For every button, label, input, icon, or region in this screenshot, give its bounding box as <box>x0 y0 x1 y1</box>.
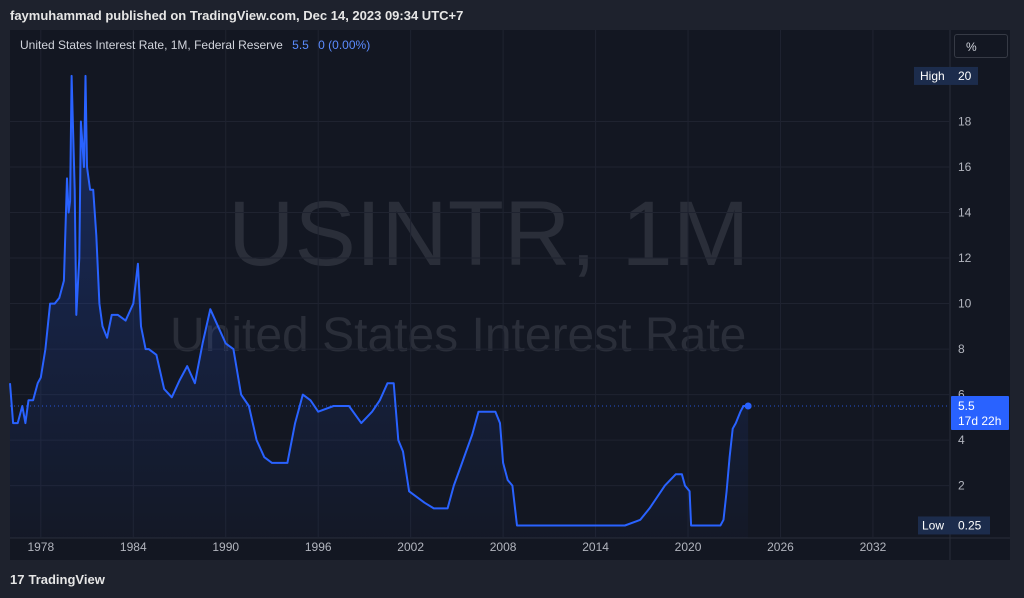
y-tick-label: 12 <box>958 251 972 265</box>
tradingview-logo-icon: 17 <box>10 572 25 587</box>
high-value-bg <box>954 66 978 85</box>
last-value-label: 5.5 <box>958 399 975 413</box>
low-tag-bg <box>918 516 954 535</box>
series-area <box>10 75 749 539</box>
watermark-symbol: USINTR, 1M <box>228 183 750 285</box>
y-tick-label: 2 <box>958 479 965 493</box>
y-tick-label: 16 <box>958 160 972 174</box>
x-tick-label: 1984 <box>120 540 147 554</box>
x-tick-label: 2002 <box>397 540 424 554</box>
high-value-label: 20 <box>958 69 972 83</box>
x-tick-label: 2014 <box>582 540 609 554</box>
x-tick-label: 1996 <box>305 540 332 554</box>
low-value-label: 0.25 <box>958 518 982 532</box>
series-line <box>9 74 749 527</box>
low-tag: Low <box>922 518 944 532</box>
x-tick-label: 2026 <box>767 540 794 554</box>
x-tick-label: 2008 <box>490 540 517 554</box>
y-tick-label: 10 <box>958 297 972 311</box>
last-value-bg <box>951 395 1009 430</box>
x-tick-label: 2020 <box>675 540 702 554</box>
x-tick-label: 1978 <box>27 540 54 554</box>
x-tick-label: 1990 <box>212 540 239 554</box>
y-tick-label: 6 <box>958 388 965 402</box>
y-tick-label: 18 <box>958 114 972 128</box>
percent-scale-button[interactable]: % <box>954 34 1008 58</box>
legend-change: 0 (0.00%) <box>318 38 371 52</box>
x-tick-label: 2032 <box>860 540 887 554</box>
publisher-line: faymuhammad published on TradingView.com… <box>10 8 464 23</box>
watermark-name: United States Interest Rate <box>170 309 747 362</box>
chart-legend: United States Interest Rate, 1M, Federal… <box>20 38 370 52</box>
legend-value: 5.5 <box>292 38 309 52</box>
legend-title: United States Interest Rate, 1M, Federal… <box>20 38 283 52</box>
countdown-label: 17d 22h <box>958 414 1001 428</box>
y-tick-label: 8 <box>958 342 965 356</box>
last-point-dot <box>744 402 752 410</box>
low-value-bg <box>954 516 990 535</box>
tradingview-logo[interactable]: 17 TradingView <box>10 572 105 587</box>
high-tag-bg <box>914 66 954 85</box>
y-tick-label: 14 <box>958 206 972 220</box>
tradingview-brand: TradingView <box>28 572 105 587</box>
y-tick-label: 4 <box>958 433 965 447</box>
top-header <box>0 0 1024 30</box>
footer-bar <box>0 560 1024 598</box>
high-tag: High <box>920 69 945 83</box>
